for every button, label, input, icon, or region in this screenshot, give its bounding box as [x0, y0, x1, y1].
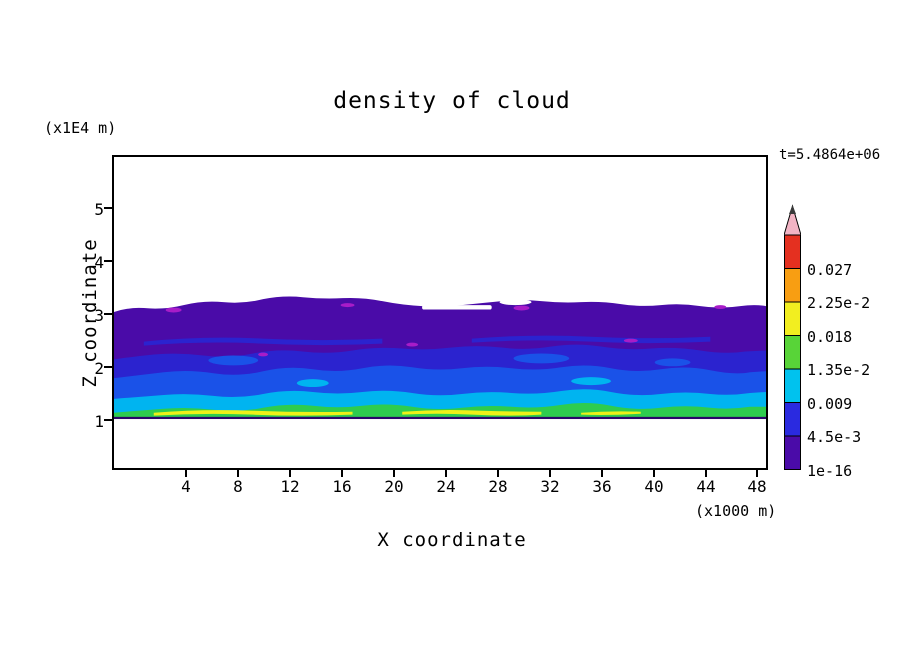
x-tick-label: 40 [644, 477, 664, 496]
colorbar-label: 0.009 [807, 395, 853, 413]
x-tick-label: 4 [181, 477, 191, 496]
yellow-streaks [153, 409, 641, 416]
time-annotation: t=5.4864e+06 [779, 147, 881, 163]
x-tick-mark [237, 470, 239, 477]
colorbar-scale [783, 204, 802, 470]
cloud-base-line [114, 416, 766, 420]
magenta-specks [165, 303, 727, 357]
x-tick-mark [185, 470, 187, 477]
x-tick-label: 12 [280, 477, 300, 496]
colorbar-label: 1e-16 [807, 462, 853, 480]
y-tick-label: 2 [94, 359, 104, 378]
x-tick-label: 44 [696, 477, 716, 496]
x-tick-label: 16 [332, 477, 352, 496]
y-tick-label: 5 [94, 200, 104, 219]
x-tick-mark [756, 470, 758, 477]
x-tick-label: 48 [747, 477, 767, 496]
x-tick-label: 32 [540, 477, 560, 496]
colorbar-segment [784, 335, 801, 370]
x-tick-label: 8 [233, 477, 243, 496]
x-tick-mark [497, 470, 499, 477]
white-notch [422, 305, 492, 310]
x-tick-mark [601, 470, 603, 477]
y-tick-mark [104, 207, 112, 209]
colorbar-label: 0.018 [807, 328, 853, 346]
colorbar-label: 1.35e-2 [807, 361, 871, 379]
colorbar-segment [784, 368, 801, 403]
y-tick-label: 1 [94, 412, 104, 431]
y-tick-label: 4 [94, 253, 104, 272]
x-tick-mark [549, 470, 551, 477]
cyan-blobs [296, 377, 611, 388]
colorbar-segment [784, 268, 801, 303]
plot-area [112, 155, 768, 470]
chart-title: density of cloud [333, 88, 571, 114]
colorbar [783, 204, 802, 470]
x-axis-label: X coordinate [377, 529, 527, 551]
contour-field [114, 296, 766, 420]
colorbar-segment [784, 234, 801, 269]
x-tick-mark [445, 470, 447, 477]
white-notch [499, 299, 532, 306]
colorbar-segment [784, 402, 801, 437]
colorbar-label: 2.25e-2 [807, 294, 871, 312]
dark-blue-streaks [143, 335, 711, 346]
y-tick-mark [104, 260, 112, 262]
x-tick-mark [341, 470, 343, 477]
y-axis-label: Z coordinate [79, 238, 101, 388]
x-tick-mark [393, 470, 395, 477]
colorbar-segment [784, 435, 801, 470]
x-tick-label: 28 [488, 477, 508, 496]
x-tick-mark [653, 470, 655, 477]
x-tick-label: 36 [592, 477, 612, 496]
x-tick-label: 24 [436, 477, 456, 496]
colorbar-label: 0.027 [807, 261, 853, 279]
y-tick-mark [104, 313, 112, 315]
colorbar-label: 4.5e-3 [807, 428, 862, 446]
y-tick-mark [104, 366, 112, 368]
x-axis-unit: (x1000 m) [695, 502, 777, 520]
colorbar-segment [784, 301, 801, 336]
colorbar-arrow-tip [789, 205, 796, 214]
x-tick-label: 20 [384, 477, 404, 496]
x-tick-mark [705, 470, 707, 477]
y-tick-label: 3 [94, 306, 104, 325]
y-tick-mark [104, 419, 112, 421]
x-tick-mark [289, 470, 291, 477]
royal-blue-blobs [208, 353, 691, 367]
y-axis-unit: (x1E4 m) [44, 119, 117, 137]
